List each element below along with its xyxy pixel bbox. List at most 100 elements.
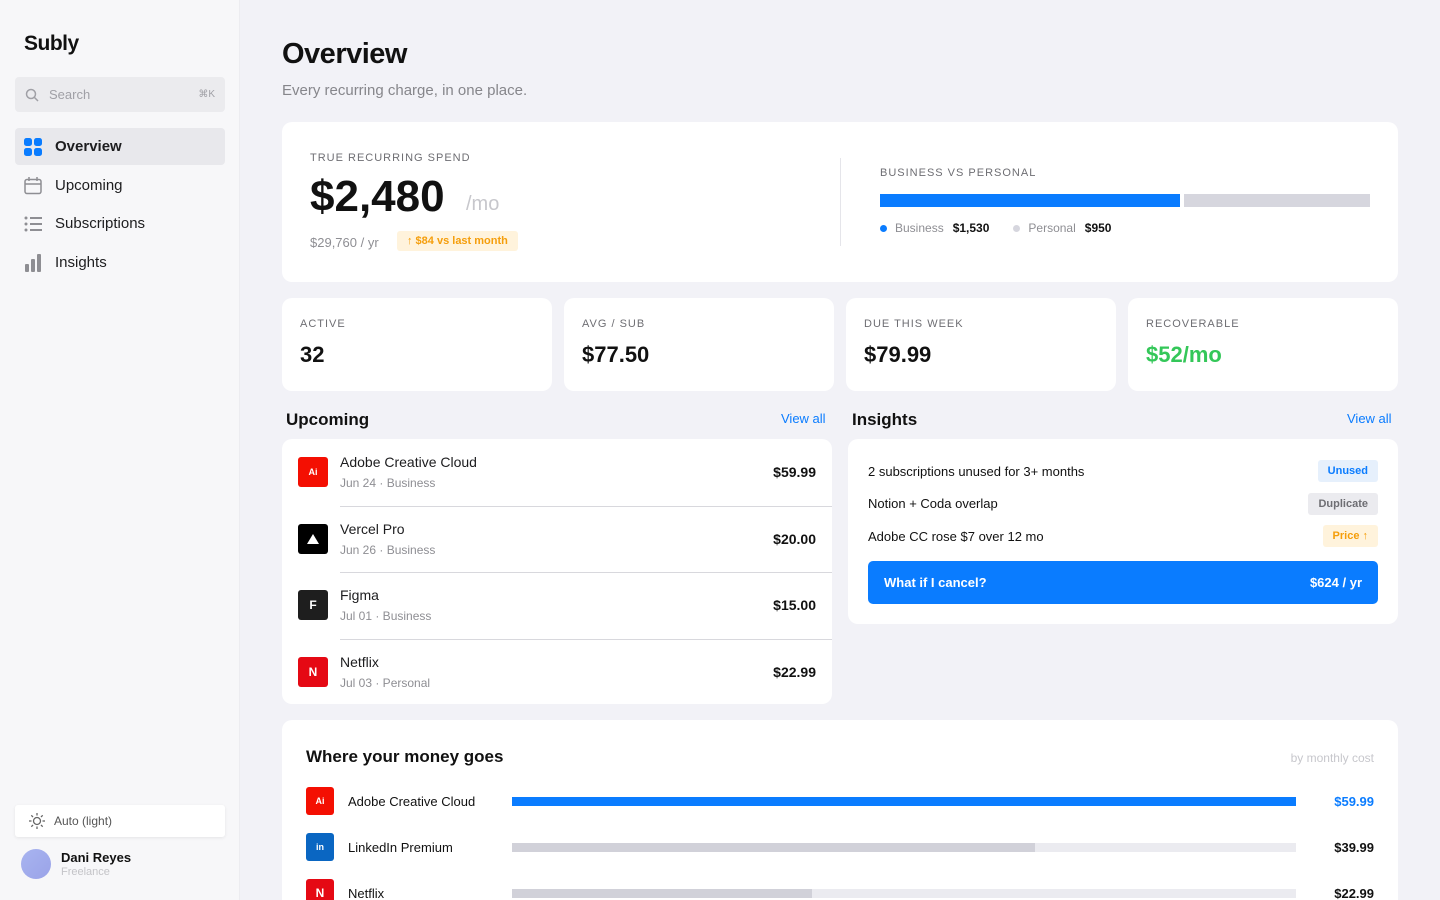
bar-track xyxy=(512,888,1296,898)
stat-value: $79.99 xyxy=(864,342,932,367)
stat-label: RECOVERABLE xyxy=(1146,318,1240,330)
money-value: $22.99 xyxy=(1334,885,1374,900)
legend-dot xyxy=(1013,224,1021,232)
legend-dot xyxy=(880,224,887,232)
nav-label: Subscriptions xyxy=(55,215,146,232)
brand: Subly xyxy=(24,32,79,55)
legend-name: Business xyxy=(895,221,944,235)
sub-name: Adobe Creative Cloud xyxy=(340,454,477,470)
insight-tag: Duplicate xyxy=(1308,492,1378,515)
sub-meta: Jul 03 · Personal xyxy=(340,675,431,690)
insight-tag: Price ↑ xyxy=(1322,525,1378,547)
legend-name: Personal xyxy=(1028,221,1076,235)
nav-label: Overview xyxy=(55,138,122,155)
section-title: Upcoming xyxy=(286,410,370,429)
view-all-link[interactable]: View all xyxy=(781,411,826,426)
page-subtitle: Every recurring charge, in one place. xyxy=(282,82,528,99)
money-row[interactable]: in LinkedIn Premium $39.99 xyxy=(306,833,1374,861)
cta-label: What if I cancel? xyxy=(884,575,987,590)
vercel-logo xyxy=(307,533,319,544)
app-icon: N xyxy=(306,879,334,900)
legend-value: $950 xyxy=(1084,221,1112,235)
money-name: Adobe Creative Cloud xyxy=(348,793,476,809)
spend-unit: /mo xyxy=(466,193,500,215)
legend-item: Business $1,530 xyxy=(880,221,989,235)
nav-item[interactable]: Insights xyxy=(15,244,225,281)
summary-card: TRUE RECURRING SPEND $2,480 /mo $29,760 … xyxy=(282,122,1398,282)
search-placeholder: Search xyxy=(49,87,91,102)
page-title: Overview xyxy=(282,38,407,70)
stat-card: DUE THIS WEEK $79.99 xyxy=(846,298,1116,391)
nav-item[interactable]: Overview xyxy=(15,128,225,165)
legend-value: $1,530 xyxy=(952,221,990,235)
insight-row[interactable]: Notion + Coda overlap Duplicate xyxy=(868,492,1378,516)
insight-row[interactable]: Adobe CC rose $7 over 12 mo Price ↑ xyxy=(868,524,1378,548)
section-title: Insights xyxy=(852,410,918,429)
nav-item[interactable]: Upcoming xyxy=(15,167,225,204)
avatar[interactable] xyxy=(21,849,51,879)
sub-meta: Jun 26 · Business xyxy=(340,542,436,557)
money-row[interactable]: Ai Adobe Creative Cloud $59.99 xyxy=(306,787,1374,815)
nav-label: Upcoming xyxy=(55,177,123,194)
upcoming-row[interactable]: Vercel Pro Jun 26 · Business $20.00 xyxy=(298,506,816,572)
bar-track xyxy=(512,796,1296,806)
split-segment xyxy=(880,194,1180,207)
insight-tag: Unused xyxy=(1317,460,1378,482)
split-legend: Business $1,530 Personal $950 xyxy=(880,221,1111,235)
insight-text: Notion + Coda overlap xyxy=(868,496,998,511)
money-value: $39.99 xyxy=(1334,839,1374,855)
search-box[interactable]: Search ⌘K xyxy=(15,77,225,112)
nav-label: Insights xyxy=(55,254,107,271)
row-divider xyxy=(340,572,832,573)
money-row[interactable]: N Netflix $22.99 xyxy=(306,879,1374,900)
row-text: Figma Jul 01 · Business xyxy=(340,587,431,623)
split-segment xyxy=(1183,194,1370,207)
cancel-button[interactable]: What if I cancel? $624 / yr xyxy=(868,561,1378,604)
app-icon: in xyxy=(306,833,334,861)
cta-value: $624 / yr xyxy=(1309,575,1362,590)
view-all-link[interactable]: View all xyxy=(1347,411,1392,426)
money-card: Where your money goes by monthly cost Ai… xyxy=(282,720,1398,900)
bar-track xyxy=(512,842,1296,852)
sub-name: Netflix xyxy=(340,653,379,670)
nav-icon xyxy=(25,253,41,272)
legend-item: Personal $950 xyxy=(1013,221,1111,235)
search-shortcut: ⌘K xyxy=(198,89,215,100)
app-icon: N xyxy=(298,656,328,687)
nav-icon xyxy=(24,176,42,194)
stat-value: 32 xyxy=(300,342,325,367)
sub-amount: $59.99 xyxy=(773,464,816,480)
upcoming-row[interactable]: F Figma Jul 01 · Business $15.00 xyxy=(298,572,816,638)
money-bar xyxy=(512,796,1296,806)
money-title: Where your money goes xyxy=(306,747,504,766)
nav-icon xyxy=(24,137,42,156)
upcoming-row[interactable]: N Netflix Jul 03 · Personal $22.99 xyxy=(298,639,816,705)
nav-icon xyxy=(24,216,42,231)
sub-meta: Jun 24 · Business xyxy=(340,476,436,490)
sub-name: Vercel Pro xyxy=(340,520,405,537)
stat-label: DUE THIS WEEK xyxy=(864,318,964,330)
stat-label: AVG / SUB xyxy=(582,318,646,330)
row-divider xyxy=(340,505,832,507)
insight-row[interactable]: 2 subscriptions unused for 3+ months Unus… xyxy=(868,459,1378,483)
stat-value: $77.50 xyxy=(582,342,650,367)
row-divider xyxy=(340,638,832,640)
sub-amount: $15.00 xyxy=(773,597,816,613)
insights-card: What if I cancel? $624 / yr 2 subscripti… xyxy=(848,439,1398,624)
stat-card: ACTIVE 32 xyxy=(282,298,552,391)
app-icon xyxy=(298,523,328,554)
user-name: Dani Reyes xyxy=(61,850,132,865)
upcoming-row[interactable]: Ai Adobe Creative Cloud Jun 24 · Business $… xyxy=(298,439,816,505)
theme-toggle[interactable]: Auto (light) xyxy=(15,805,225,837)
stat-card: RECOVERABLE $52/mo xyxy=(1128,298,1398,391)
money-note: by monthly cost xyxy=(1290,751,1374,765)
money-name: LinkedIn Premium xyxy=(348,839,453,855)
insight-text: 2 subscriptions unused for 3+ months xyxy=(868,463,1085,479)
money-bar xyxy=(512,842,1035,852)
upcoming-card: Ai Adobe Creative Cloud Jun 24 · Business $… xyxy=(282,439,832,704)
stat-value: $52/mo xyxy=(1146,342,1222,367)
nav-item[interactable]: Subscriptions xyxy=(15,205,225,242)
row-text: Netflix Jul 03 · Personal xyxy=(340,654,430,690)
